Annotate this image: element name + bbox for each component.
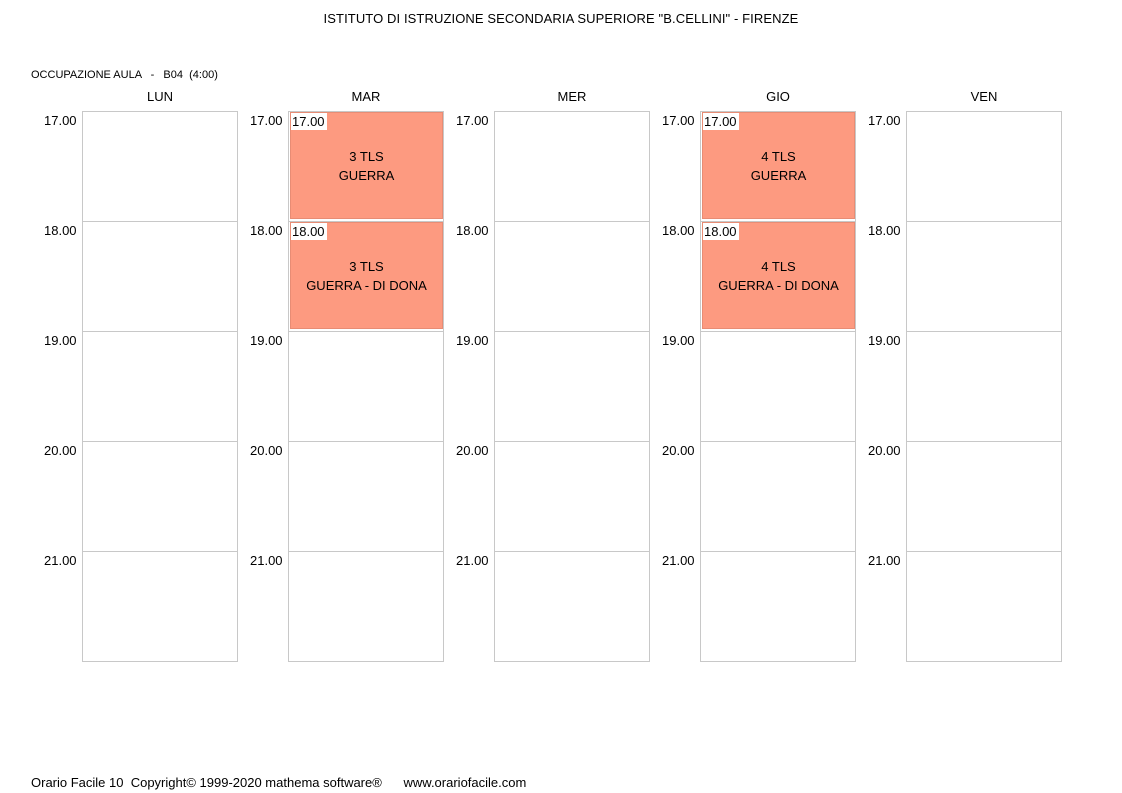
lesson-class: 3 TLS xyxy=(349,258,384,274)
time-slot-cell xyxy=(82,221,238,332)
lesson-teacher: GUERRA - DI DONA xyxy=(306,277,427,293)
day-header: MAR xyxy=(351,89,381,104)
day-header: GIO xyxy=(766,89,790,104)
hour-label: 20.00 xyxy=(250,443,283,458)
day-column-mer: MER 17.00 18.00 19.00 20.00 21.00 xyxy=(412,0,650,793)
lesson-block[interactable]: 18.00 3 TLS GUERRA - DI DONA xyxy=(290,222,443,329)
hour-label: 20.00 xyxy=(868,443,901,458)
lesson-start-time: 17.00 xyxy=(703,113,739,130)
time-slot-cell xyxy=(906,221,1062,332)
hour-label: 21.00 xyxy=(868,553,901,568)
hour-label: 19.00 xyxy=(44,333,77,348)
day-column-lun: LUN 17.00 18.00 19.00 20.00 21.00 xyxy=(0,0,238,793)
lesson-block[interactable]: 18.00 4 TLS GUERRA - DI DONA xyxy=(702,222,855,329)
time-slot-cell xyxy=(700,551,856,662)
day-header: LUN xyxy=(146,89,173,104)
hour-label: 17.00 xyxy=(250,113,283,128)
room-occupancy-subtitle: OCCUPAZIONE AULA - B04 (4:00) xyxy=(31,69,218,81)
hour-label: 18.00 xyxy=(44,223,77,238)
hour-label: 19.00 xyxy=(250,333,283,348)
hour-label: 17.00 xyxy=(868,113,901,128)
time-slot-cell xyxy=(700,441,856,552)
day-header: MER xyxy=(557,89,587,104)
lesson-teacher: GUERRA - DI DONA xyxy=(718,277,839,293)
lesson-teacher: GUERRA xyxy=(750,167,807,183)
lesson-class: 3 TLS xyxy=(349,148,384,164)
hour-label: 20.00 xyxy=(662,443,695,458)
lesson-start-time: 17.00 xyxy=(291,113,327,130)
time-slot-cell xyxy=(82,111,238,222)
time-slot-cell xyxy=(82,551,238,662)
hour-label: 21.00 xyxy=(662,553,695,568)
lesson-block[interactable]: 17.00 3 TLS GUERRA xyxy=(290,112,443,219)
day-column-ven: VEN 17.00 18.00 19.00 20.00 21.00 xyxy=(824,0,1062,793)
hour-label: 18.00 xyxy=(456,223,489,238)
time-slot-cell xyxy=(494,441,650,552)
hour-label: 20.00 xyxy=(44,443,77,458)
time-slot-cell xyxy=(906,441,1062,552)
hour-label: 19.00 xyxy=(662,333,695,348)
lesson-teacher: GUERRA xyxy=(338,167,395,183)
hour-label: 17.00 xyxy=(662,113,695,128)
hour-label: 19.00 xyxy=(868,333,901,348)
page-title: ISTITUTO DI ISTRUZIONE SECONDARIA SUPERI… xyxy=(323,11,799,26)
hour-label: 21.00 xyxy=(250,553,283,568)
time-slot-cell xyxy=(494,331,650,442)
time-slot-cell xyxy=(494,111,650,222)
lesson-class: 4 TLS xyxy=(761,258,796,274)
time-slot-cell xyxy=(906,111,1062,222)
time-slot-cell xyxy=(906,551,1062,662)
hour-label: 21.00 xyxy=(44,553,77,568)
hour-label: 18.00 xyxy=(250,223,283,238)
time-slot-cell xyxy=(906,331,1062,442)
hour-label: 18.00 xyxy=(868,223,901,238)
hour-label: 17.00 xyxy=(456,113,489,128)
hour-label: 20.00 xyxy=(456,443,489,458)
hour-label: 19.00 xyxy=(456,333,489,348)
day-column-mar: MAR 17.00 17.00 3 TLS GUERRA 18.00 18.00… xyxy=(206,0,444,793)
time-slot-cell xyxy=(700,331,856,442)
lesson-block[interactable]: 17.00 4 TLS GUERRA xyxy=(702,112,855,219)
time-slot-cell xyxy=(288,551,444,662)
lesson-class: 4 TLS xyxy=(761,148,796,164)
hour-label: 18.00 xyxy=(662,223,695,238)
time-slot-cell xyxy=(494,551,650,662)
day-column-gio: GIO 17.00 17.00 4 TLS GUERRA 18.00 18.00… xyxy=(618,0,856,793)
lesson-start-time: 18.00 xyxy=(703,223,739,240)
footer-website-link[interactable]: www.orariofacile.com xyxy=(403,775,527,790)
hour-label: 17.00 xyxy=(44,113,77,128)
day-header: VEN xyxy=(970,89,998,104)
lesson-start-time: 18.00 xyxy=(291,223,327,240)
footer: Orario Facile 10 Copyright© 1999-2020 ma… xyxy=(31,775,526,790)
time-slot-cell xyxy=(82,441,238,552)
footer-copyright: Orario Facile 10 Copyright© 1999-2020 ma… xyxy=(31,775,382,790)
hour-label: 21.00 xyxy=(456,553,489,568)
time-slot-cell xyxy=(494,221,650,332)
